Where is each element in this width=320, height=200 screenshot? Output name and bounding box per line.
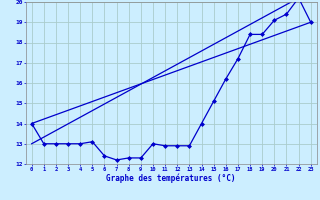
X-axis label: Graphe des températures (°C): Graphe des températures (°C) bbox=[107, 173, 236, 183]
